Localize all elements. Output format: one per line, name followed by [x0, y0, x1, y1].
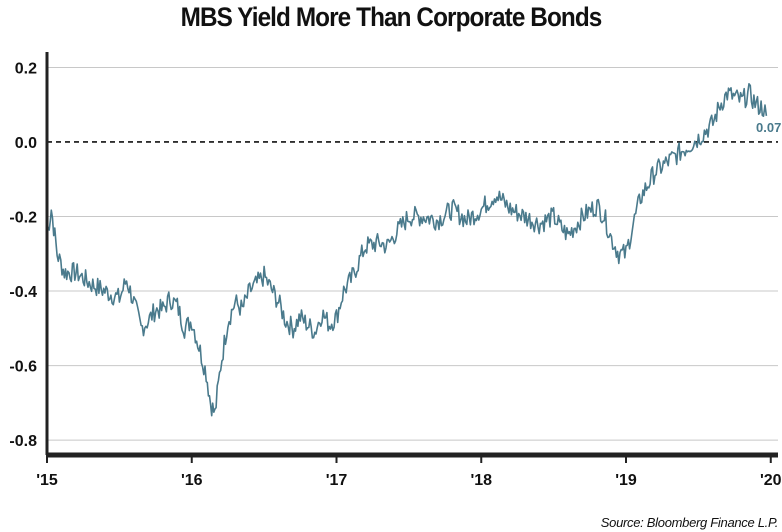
x-tick-label: '19 [615, 472, 637, 489]
y-tick-label: -0.8 [9, 433, 37, 450]
y-tick-label: -0.6 [9, 359, 37, 376]
x-tick-label: '18 [470, 472, 492, 489]
chart-title: MBS Yield More Than Corporate Bonds [180, 2, 603, 32]
grid-lines [47, 66, 778, 441]
y-tick-label: -0.4 [9, 284, 37, 301]
x-tick-label: '17 [326, 472, 348, 489]
x-tick-label: '20 [760, 472, 782, 489]
y-tick-label: 0.2 [15, 60, 37, 77]
y-tick-label: -0.2 [9, 210, 37, 227]
y-axis-labels: 0.2 0.0 -0.2 -0.4 -0.6 -0.8 [9, 60, 37, 450]
source-note: Source: Bloomberg Finance L.P. [600, 515, 779, 530]
series-line-group [46, 83, 768, 417]
x-axis-labels: '15 '16 '17 '18 '19 '20 [36, 472, 781, 489]
x-tick-label: '15 [36, 472, 58, 489]
y-tick-label: 0.0 [15, 135, 37, 152]
axes [45, 52, 778, 463]
x-tick-label: '16 [181, 472, 203, 489]
series-line [46, 83, 768, 417]
end-value-label: 0.07 [756, 120, 781, 135]
